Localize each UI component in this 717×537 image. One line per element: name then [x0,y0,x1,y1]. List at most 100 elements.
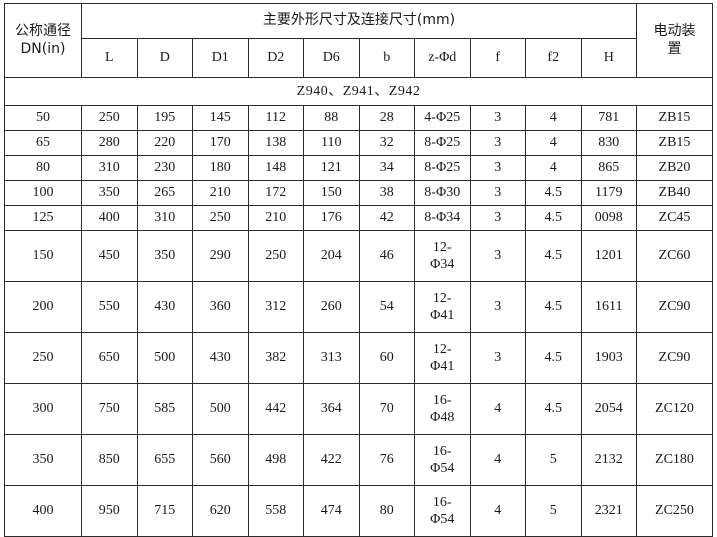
cell-D1: 170 [192,130,249,156]
cell-nominal-diameter: 100 [4,180,82,206]
cell-electric-actuator: ZC180 [636,434,713,486]
header-row-group: 公称通径 DN(in) 主要外形尺寸及连接尺寸(mm) 电动装 置 [4,3,713,78]
cell-D: 585 [136,383,193,435]
cell-D2: 250 [247,230,304,282]
cell-f2: 4.5 [525,180,582,206]
cell-D2: 112 [247,105,304,131]
table-row: 65 280 220 170 138 110 32 8-Φ25 3 4 830 ZB15 [4,130,713,156]
cell-electric-actuator: ZB15 [636,105,713,131]
cell-L: 280 [81,130,138,156]
cell-z-phi-d-line1: 16- [432,494,452,510]
header-nominal-diameter-line2: DN(in) [20,40,66,57]
cell-z-phi-d: 8-Φ25 [414,155,471,181]
header-electric-actuator-line1: 电动装 [653,23,696,39]
cell-D6: 260 [303,281,360,333]
cell-f: 3 [469,332,526,384]
header-col-D1: D1 [192,38,249,78]
cell-b: 54 [358,281,415,333]
cell-electric-actuator: ZC120 [636,383,713,435]
cell-D2: 382 [247,332,304,384]
cell-D6: 121 [303,155,360,181]
cell-D1: 360 [192,281,249,333]
cell-b: 32 [358,130,415,156]
cell-nominal-diameter: 350 [4,434,82,486]
cell-H: 781 [580,105,637,131]
cell-z-phi-d-line2: Φ54 [430,461,455,476]
cell-D1: 250 [192,205,249,231]
cell-H: 2132 [580,434,637,486]
cell-D2: 172 [247,180,304,206]
cell-b: 28 [358,105,415,131]
cell-z-phi-d: 8-Φ34 [414,205,471,231]
cell-z-phi-d: 16- Φ48 [414,383,471,435]
cell-f: 3 [469,130,526,156]
cell-D1: 145 [192,105,249,131]
cell-z-phi-d: 8-Φ25 [414,130,471,156]
cell-b: 60 [358,332,415,384]
cell-electric-actuator: ZC90 [636,281,713,333]
table-row: 300 750 585 500 442 364 70 16- Φ48 4 4.5 2054 ZC120 [4,383,713,435]
cell-z-phi-d-line2: Φ41 [430,359,455,374]
cell-nominal-diameter: 300 [4,383,82,435]
cell-L: 250 [81,105,138,131]
cell-D2: 312 [247,281,304,333]
cell-z-phi-d: 16- Φ54 [414,485,471,537]
cell-electric-actuator: ZC90 [636,332,713,384]
cell-D2: 138 [247,130,304,156]
cell-z-phi-d: 12- Φ34 [414,230,471,282]
cell-z-phi-d-line2: Φ41 [430,308,455,323]
header-col-f: f [469,38,526,78]
cell-f2: 4.5 [525,383,582,435]
cell-L: 550 [81,281,138,333]
cell-D1: 180 [192,155,249,181]
specification-table: 公称通径 DN(in) 主要外形尺寸及连接尺寸(mm) 电动装 置 L D D1… [4,3,713,537]
cell-nominal-diameter: 200 [4,281,82,333]
header-col-D2: D2 [247,38,304,78]
cell-z-phi-d-line1: 16- [432,392,452,408]
cell-L: 950 [81,485,138,537]
series-model-row: Z940、Z941、Z942 [4,77,713,106]
cell-D2: 148 [247,155,304,181]
cell-H: 830 [580,130,637,156]
cell-D2: 558 [247,485,304,537]
cell-nominal-diameter: 50 [4,105,82,131]
cell-nominal-diameter: 250 [4,332,82,384]
table-row: 50 250 195 145 112 88 28 4-Φ25 3 4 781 ZB15 [4,105,713,131]
header-electric-actuator: 电动装 置 [636,3,713,78]
cell-D1: 290 [192,230,249,282]
cell-D2: 498 [247,434,304,486]
cell-D6: 150 [303,180,360,206]
cell-b: 80 [358,485,415,537]
cell-H: 1903 [580,332,637,384]
header-dimensions-group: 主要外形尺寸及连接尺寸(mm) [81,3,637,39]
cell-z-phi-d-line1: 16- [432,443,452,459]
cell-z-phi-d-line1: 12- [432,290,452,306]
cell-z-phi-d-line1: 12- [432,341,452,357]
cell-b: 46 [358,230,415,282]
cell-nominal-diameter: 400 [4,485,82,537]
cell-D: 230 [136,155,193,181]
header-row-columns: L D D1 D2 D6 b z-Φd f f2 H [5,38,713,78]
cell-f: 4 [469,434,526,486]
cell-nominal-diameter: 65 [4,130,82,156]
series-model-label: Z940、Z941、Z942 [4,77,713,106]
cell-D: 195 [136,105,193,131]
table-row: 350 850 655 560 498 422 76 16- Φ54 4 5 2132 ZC180 [4,434,713,486]
cell-f: 3 [469,205,526,231]
table-row: 200 550 430 360 312 260 54 12- Φ41 3 4.5 1611 ZC90 [4,281,713,333]
header-col-L: L [81,38,138,78]
cell-D6: 313 [303,332,360,384]
cell-b: 76 [358,434,415,486]
table-row: 150 450 350 290 250 204 46 12- Φ34 3 4.5 1201 ZC60 [4,230,713,282]
table-body: Z940、Z941、Z942 50 250 195 145 112 88 28 4-Φ25 3 4… [4,77,713,537]
cell-electric-actuator: ZB20 [636,155,713,181]
table-row: 400 950 715 620 558 474 80 16- Φ54 4 5 2321 ZC250 [4,485,713,537]
cell-b: 42 [358,205,415,231]
cell-D6: 110 [303,130,360,156]
cell-H: 865 [580,155,637,181]
cell-L: 750 [81,383,138,435]
cell-f2: 4.5 [525,205,582,231]
cell-D: 265 [136,180,193,206]
cell-f: 3 [469,105,526,131]
cell-z-phi-d-line2: Φ34 [430,257,455,272]
